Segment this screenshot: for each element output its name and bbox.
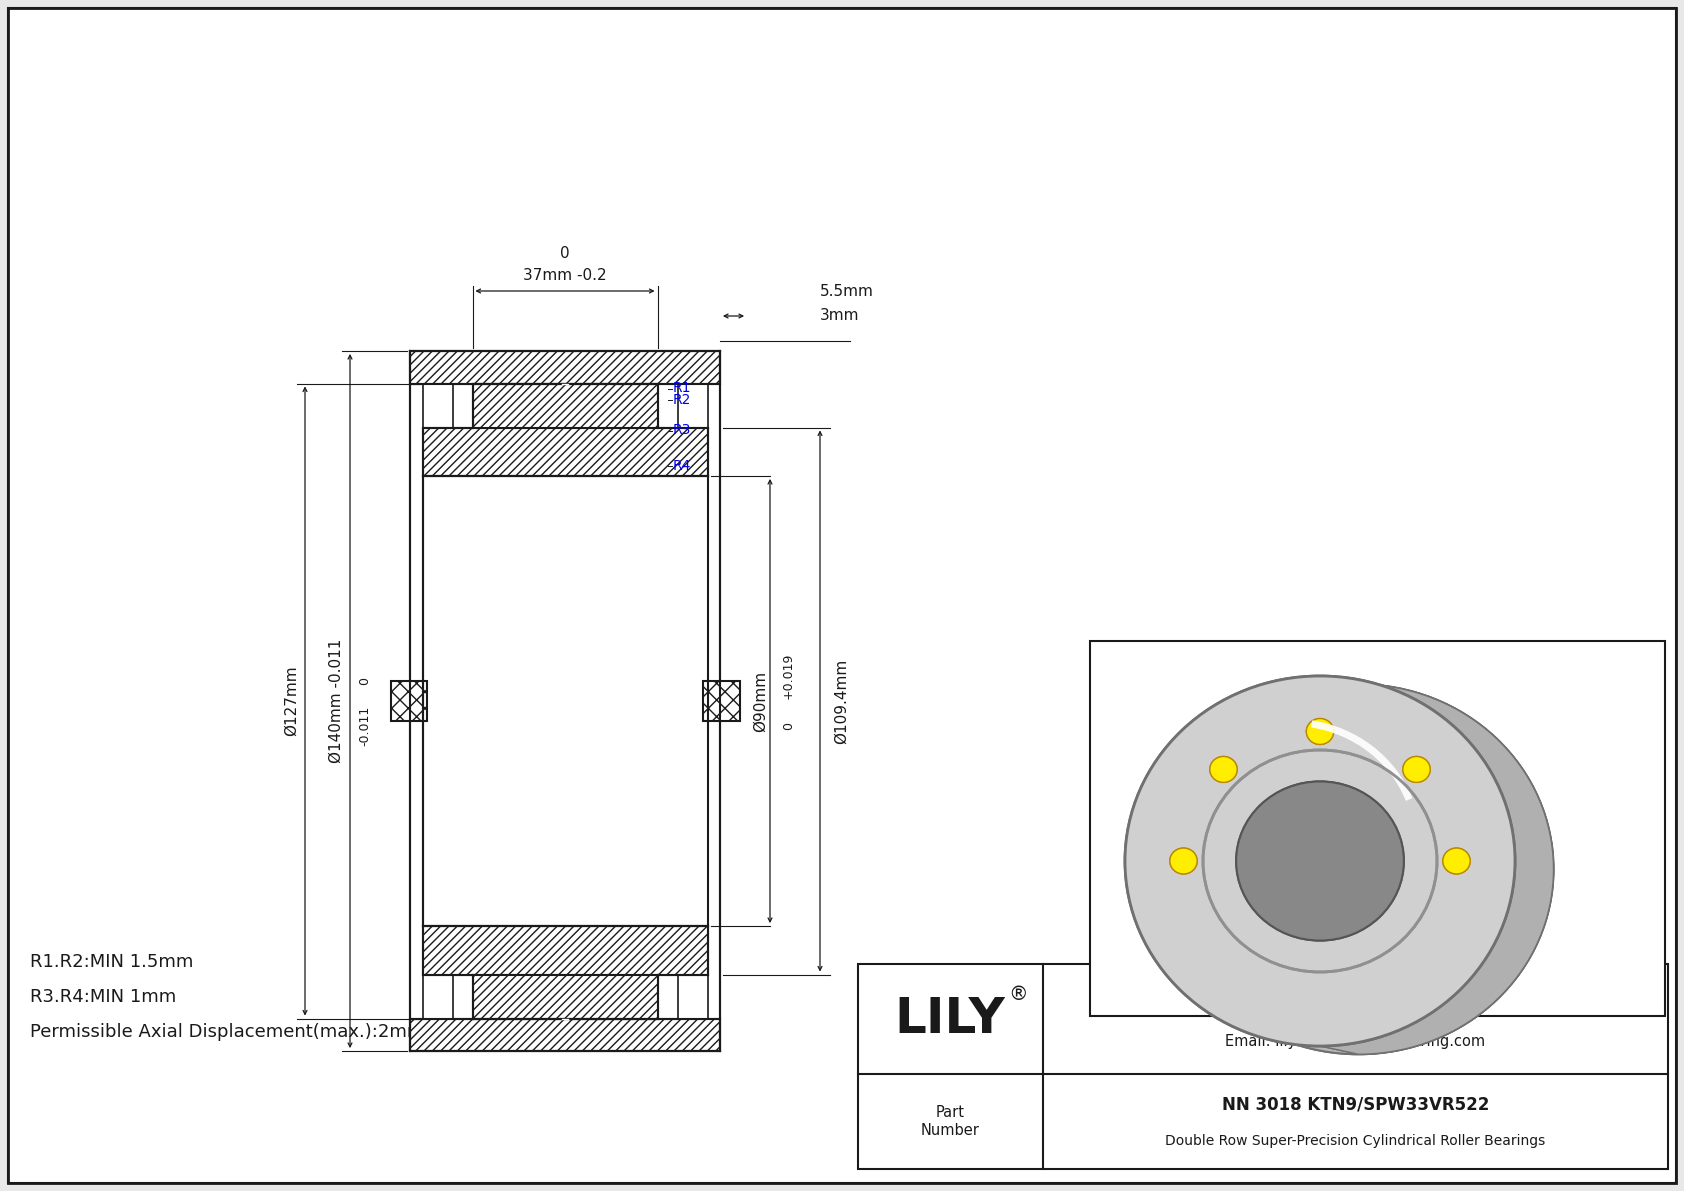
Bar	[423, 974, 453, 1018]
Text: Ø140mm -0.011: Ø140mm -0.011	[328, 638, 344, 763]
Text: Part
Number: Part Number	[921, 1105, 980, 1137]
Polygon shape	[1320, 781, 1442, 949]
Text: SHANGHAI LILY BEARING LIMITED: SHANGHAI LILY BEARING LIMITED	[1204, 990, 1507, 1004]
Polygon shape	[1320, 781, 1442, 949]
Ellipse shape	[1307, 718, 1334, 744]
Bar	[1091, 642, 1664, 1015]
Bar	[391, 681, 428, 721]
Ellipse shape	[1307, 718, 1334, 744]
Text: 5.5mm: 5.5mm	[820, 283, 874, 299]
Bar	[677, 384, 707, 428]
Text: 0: 0	[561, 247, 569, 261]
Bar	[423, 925, 707, 974]
Text: R1: R1	[672, 381, 690, 395]
Bar	[1090, 641, 1665, 1016]
Text: Permissible Axial Displacement(max.):2mm: Permissible Axial Displacement(max.):2mm	[30, 1023, 424, 1041]
Ellipse shape	[1209, 756, 1238, 782]
Text: R3.R4:MIN 1mm: R3.R4:MIN 1mm	[30, 989, 177, 1006]
Ellipse shape	[1164, 685, 1554, 1054]
Text: -0.011: -0.011	[359, 706, 370, 746]
Ellipse shape	[1209, 756, 1238, 782]
Text: R1.R2:MIN 1.5mm: R1.R2:MIN 1.5mm	[30, 953, 194, 971]
Ellipse shape	[1236, 781, 1404, 941]
Ellipse shape	[1170, 848, 1197, 874]
Bar	[473, 384, 657, 428]
Bar	[404, 347, 726, 1056]
Ellipse shape	[1125, 676, 1516, 1046]
Text: R3: R3	[672, 424, 690, 437]
Bar	[423, 428, 707, 476]
Ellipse shape	[1236, 781, 1404, 941]
Text: LILY: LILY	[894, 994, 1005, 1043]
Ellipse shape	[1170, 848, 1197, 874]
Text: R4: R4	[672, 459, 690, 473]
Ellipse shape	[1403, 756, 1430, 782]
Bar	[423, 384, 453, 428]
Text: 3mm: 3mm	[820, 308, 859, 324]
Polygon shape	[1320, 676, 1553, 1054]
Bar	[677, 974, 707, 1018]
Text: R2: R2	[672, 393, 690, 406]
Text: 37mm -0.2: 37mm -0.2	[524, 268, 606, 283]
Bar	[859, 964, 1667, 1170]
Text: Email: lilybearing@lily-bearing.com: Email: lilybearing@lily-bearing.com	[1226, 1034, 1485, 1048]
Ellipse shape	[1403, 756, 1430, 782]
Bar	[409, 351, 721, 384]
Text: Ø109.4mm: Ø109.4mm	[834, 659, 849, 743]
Ellipse shape	[1125, 676, 1516, 1046]
Ellipse shape	[1164, 685, 1554, 1054]
Ellipse shape	[1443, 848, 1470, 874]
Text: Ø127mm: Ø127mm	[283, 666, 298, 736]
Text: 0: 0	[781, 722, 795, 730]
Text: +0.019: +0.019	[781, 653, 795, 699]
Bar	[423, 384, 707, 1018]
Text: Double Row Super-Precision Cylindrical Roller Bearings: Double Row Super-Precision Cylindrical R…	[1165, 1134, 1546, 1147]
Text: Ø90mm: Ø90mm	[753, 671, 768, 731]
Ellipse shape	[1443, 848, 1470, 874]
Bar	[702, 681, 739, 721]
Text: NN 3018 KTN9/SPW33VR522: NN 3018 KTN9/SPW33VR522	[1223, 1096, 1489, 1114]
Text: 0: 0	[359, 676, 370, 685]
Polygon shape	[1320, 676, 1553, 1054]
Bar	[473, 974, 657, 1018]
Text: ®: ®	[1009, 985, 1027, 1004]
Bar	[409, 1018, 721, 1050]
